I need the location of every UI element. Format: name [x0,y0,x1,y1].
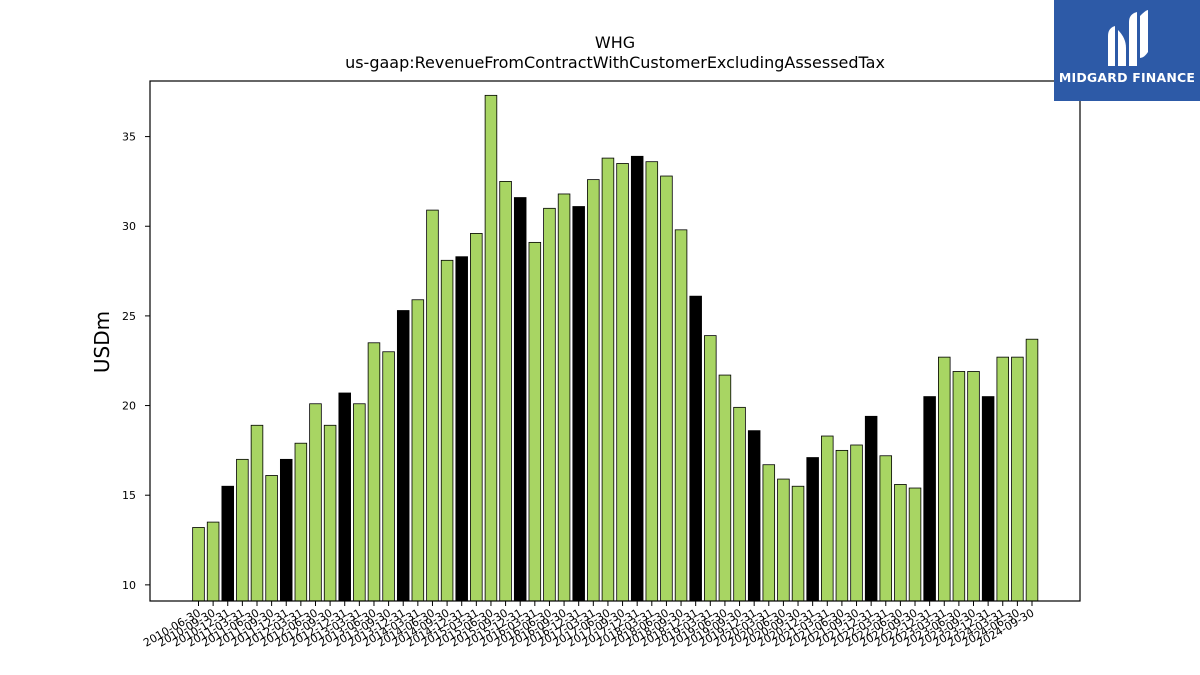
bar-2015-09-30 [499,181,512,602]
y-tick-label: 35 [122,131,136,144]
bar-2018-03-31 [645,161,659,602]
y-tick-label: 20 [122,400,136,413]
brand-name: MIDGARD FINANCE [1058,70,1196,85]
bar-2012-06-30 [309,403,322,602]
bar-2019-03-31 [704,335,717,602]
bar-2013-06-30 [367,342,381,602]
bar-2011-03-31 [236,458,249,602]
bar-2018-12-31 [689,295,702,602]
bar-2016-09-30 [557,193,571,602]
bar-2020-12-31 [806,457,819,602]
y-axis: 10 15 20 25 30 35 [122,131,150,592]
bar-2020-06-30 [777,478,790,602]
bar-2023-12-31 [981,396,995,602]
bar-2012-12-31 [338,392,351,602]
midgard-logo-icon [1108,10,1148,66]
bars-group [192,94,1039,602]
bar-2015-06-30 [484,94,498,602]
bar-2020-03-31 [762,464,776,602]
bar-2022-06-30 [894,484,907,602]
bar-2014-03-31 [411,299,425,602]
bar-2012-03-31 [294,442,308,602]
bar-2021-09-30 [850,444,863,602]
bar-2010-06-30 [192,527,205,602]
bar-2017-03-31 [587,179,600,602]
chart-title: WHG [595,33,635,52]
bar-2011-06-30 [250,424,264,602]
bar-2018-09-30 [674,229,688,602]
bar-2022-09-30 [908,487,922,602]
chart-subtitle: us-gaap:RevenueFromContractWithCustomerE… [345,53,885,72]
bar-2017-06-30 [601,157,615,602]
bar-2017-12-31 [630,155,644,602]
bar-2022-12-31 [923,396,936,602]
bar-2023-09-30 [967,371,980,602]
y-tick-label: 30 [122,220,136,233]
bar-2024-09-30 [1025,338,1039,602]
bar-2021-12-31 [864,415,878,602]
bar-2024-06-30 [1011,356,1024,602]
bar-2016-12-31 [572,206,585,602]
bar-2013-12-31 [396,310,410,602]
bar-2010-09-30 [206,521,220,602]
bar-2016-03-31 [528,241,542,602]
bar-2019-06-30 [718,374,732,602]
bar-2012-09-30 [323,424,337,602]
x-axis: 2010-06-302010-09-302010-12-312011-03-31… [141,601,1037,650]
plot-frame [149,80,1081,602]
bar-2010-12-31 [221,485,234,602]
bar-2017-09-30 [616,163,629,602]
bar-2011-12-31 [279,458,293,602]
bar-2020-09-30 [791,485,805,602]
y-tick-label: 25 [122,310,136,323]
brand-logo: MIDGARD FINANCE [1054,0,1200,101]
bar-2015-03-31 [470,233,483,602]
y-tick-label: 15 [122,489,136,502]
bar-2019-12-31 [747,430,761,602]
bar-2022-03-31 [879,455,893,602]
bar-2016-06-30 [543,207,556,602]
bar-2015-12-31 [513,197,527,602]
bar-2013-03-31 [353,403,366,602]
y-tick-label: 10 [122,579,136,592]
bar-2011-09-30 [265,475,278,602]
bar-2021-06-30 [835,449,849,602]
y-axis-label: USDm [90,311,114,373]
bar-2014-06-30 [426,209,439,602]
bar-2018-06-30 [660,175,673,602]
bar-2019-09-30 [733,406,746,602]
bar-2023-03-31 [938,356,951,602]
bar-2024-03-31 [996,356,1010,602]
bar-2014-09-30 [440,259,454,602]
bar-2021-03-31 [821,435,834,602]
bar-2023-06-30 [952,371,966,602]
bar-2013-09-30 [382,351,395,602]
bar-2014-12-31 [455,256,468,602]
